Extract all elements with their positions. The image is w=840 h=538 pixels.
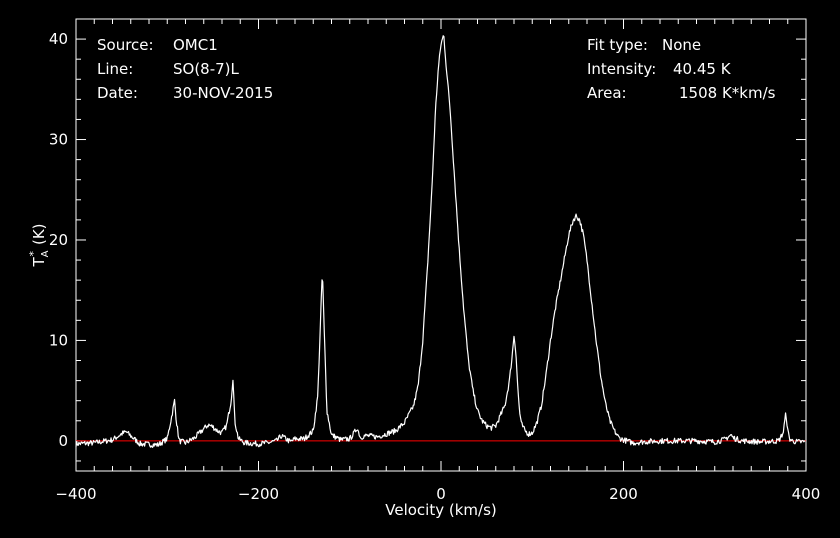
info-area-key: Area: — [587, 84, 627, 102]
info-fit-key: Fit type: — [587, 36, 648, 54]
x-tick-label: 200 — [609, 485, 638, 503]
y-tick-label: 30 — [49, 131, 68, 149]
x-tick-label: 400 — [792, 485, 821, 503]
x-tick-label: 0 — [436, 485, 446, 503]
info-fit-value: None — [662, 36, 701, 54]
info-area-value: 1508 K*km/s — [679, 84, 776, 102]
axis-ticks — [75, 18, 807, 471]
x-tick-label: −400 — [55, 485, 96, 503]
info-source-value: OMC1 — [173, 36, 218, 54]
info-line-value: SO(8-7)L — [173, 60, 240, 78]
y-axis-label-sub: A — [40, 250, 51, 257]
info-intensity-value: 40.45 K — [673, 60, 732, 78]
info-left: Source: OMC1 Line: SO(8-7)L Date: 30-NOV… — [97, 36, 273, 102]
info-right: Fit type: None Intensity: 40.45 K Area: … — [587, 36, 776, 102]
info-date-value: 30-NOV-2015 — [173, 84, 273, 102]
y-tick-label: 10 — [49, 331, 68, 349]
info-source-key: Source: — [97, 36, 154, 54]
y-axis-label: TA* (K) — [27, 223, 51, 267]
axis-tick-labels: −400 −200 0 200 400 0 10 20 30 40 — [49, 30, 820, 503]
x-axis-label: Velocity (km/s) — [385, 501, 496, 519]
info-date-key: Date: — [97, 84, 138, 102]
y-tick-label: 0 — [58, 432, 68, 450]
info-intensity-key: Intensity: — [587, 60, 656, 78]
y-axis-label-unit: (K) — [30, 223, 48, 245]
y-tick-label: 20 — [49, 231, 68, 249]
info-line-key: Line: — [97, 60, 133, 78]
spectrum-line — [75, 35, 806, 448]
y-tick-label: 40 — [49, 30, 68, 48]
svg-text:TA*(K): TA* (K) — [27, 223, 51, 267]
x-tick-label: −200 — [238, 485, 279, 503]
y-axis-label-sup: * — [27, 251, 40, 257]
y-axis-label-main: T — [30, 257, 48, 268]
